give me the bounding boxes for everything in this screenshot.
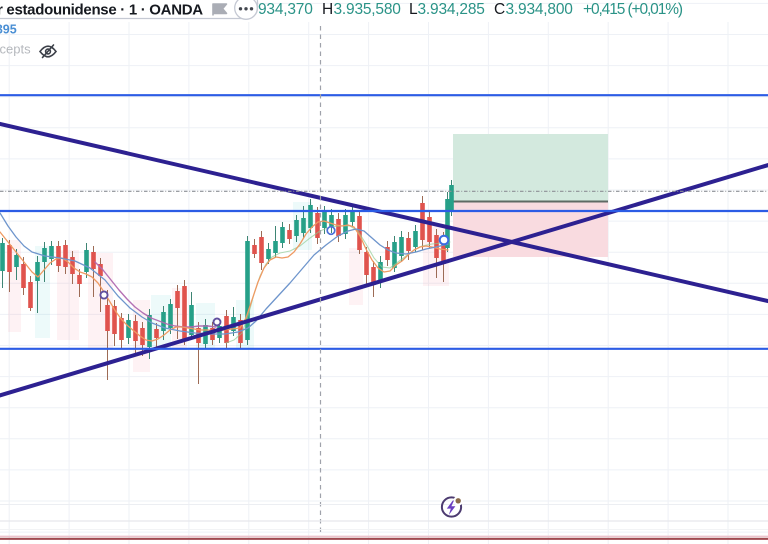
svg-text:H: H — [322, 1, 333, 18]
svg-text:934,370: 934,370 — [258, 1, 313, 18]
svg-text:r estadounidense · 1 · OANDA: r estadounidense · 1 · OANDA — [0, 2, 203, 19]
svg-text:3.934,285: 3.934,285 — [418, 1, 485, 18]
svg-text:L: L — [409, 1, 418, 18]
svg-text:3.935,580: 3.935,580 — [334, 1, 402, 18]
svg-text:C: C — [494, 1, 505, 18]
svg-text:+0,415 (+0,01%): +0,415 (+0,01%) — [583, 1, 683, 18]
svg-text:cepts: cepts — [0, 42, 31, 57]
svg-text:3.934,800: 3.934,800 — [506, 1, 574, 18]
svg-text:395: 395 — [0, 22, 17, 36]
